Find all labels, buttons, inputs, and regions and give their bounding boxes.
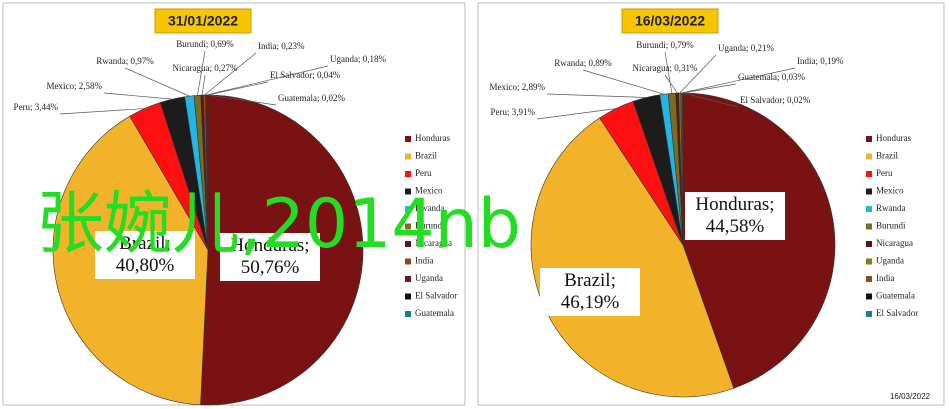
legend-label: India	[415, 256, 434, 266]
legend-swatch	[405, 276, 411, 282]
title-box	[154, 8, 252, 34]
legend-swatch	[866, 188, 872, 195]
chart-title: 31/01/2022	[168, 13, 238, 29]
legend-label: Mexico	[876, 186, 904, 196]
legend-label: Honduras	[415, 133, 450, 143]
leader-line	[207, 81, 269, 96]
legend-label: Brazil	[876, 151, 898, 161]
leader-line	[664, 74, 678, 94]
leader-line	[59, 108, 145, 115]
chart-title: 16/03/2022	[635, 13, 705, 29]
legend-label: Nicaragua	[415, 238, 452, 248]
leader-line	[201, 74, 206, 96]
data-label: Nicaragua; 0,27%	[173, 63, 238, 73]
legend-swatch	[866, 311, 872, 317]
legend-swatch	[405, 188, 411, 195]
legend-label: India	[876, 273, 895, 283]
leader-line	[536, 108, 616, 120]
legend-label: Rwanda	[876, 203, 906, 213]
leader-line	[681, 67, 796, 94]
legend-label: Honduras	[876, 133, 911, 143]
legend-label: Burundi	[415, 221, 445, 231]
leader-line	[207, 94, 277, 106]
data-label: Brazil; 46,19%	[540, 268, 640, 316]
panel-frame	[477, 2, 945, 406]
legend-label: Guatemala	[876, 291, 915, 301]
leader-line	[546, 93, 647, 98]
legend-swatch	[866, 136, 872, 142]
leader-line	[682, 83, 737, 94]
pie-slice	[682, 92, 836, 389]
title-box	[621, 8, 719, 34]
data-label: India; 0,23%	[258, 41, 305, 51]
legend-swatch	[405, 136, 411, 142]
legend-label: Guatemala	[415, 308, 454, 318]
legend-swatch	[866, 153, 872, 160]
data-label: Rwanda; 0,97%	[96, 56, 154, 66]
legend-label: El Salvador	[415, 291, 457, 301]
data-label: Mexico; 2,58%	[47, 81, 103, 91]
leader-line	[197, 50, 206, 96]
legend-label: Burundi	[876, 221, 906, 231]
legend-swatch	[405, 223, 411, 230]
legend-swatch	[405, 171, 411, 177]
legend-label: El Salvador	[876, 308, 918, 318]
legend-label: Brazil	[415, 151, 437, 161]
data-label: El Salvador; 0,02%	[740, 95, 811, 105]
leader-line	[682, 92, 739, 108]
legend-swatch	[866, 171, 872, 177]
data-label: Uganda; 0,21%	[718, 43, 774, 53]
legend-swatch	[405, 258, 411, 265]
data-label: Brazil; 40,80%	[95, 231, 195, 279]
leader-line	[679, 54, 717, 94]
legend-swatch	[866, 223, 872, 230]
panel-frame	[2, 2, 466, 406]
footer: 16/03/2022	[890, 392, 931, 401]
watermark: 张婉儿,2014nb	[36, 185, 521, 264]
legend-swatch	[866, 258, 872, 265]
data-label: India; 0,19%	[797, 56, 844, 66]
data-label: El Salvador; 0,04%	[270, 70, 341, 80]
data-label: Peru; 3,91%	[491, 107, 536, 117]
legend-swatch	[405, 241, 411, 247]
legend-swatch	[866, 206, 872, 212]
leader-line	[124, 67, 190, 97]
legend-label: Nicaragua	[876, 238, 913, 248]
leader-line	[204, 52, 257, 96]
leader-line	[103, 92, 173, 100]
legend-swatch	[405, 153, 411, 160]
legend-swatch	[866, 241, 872, 247]
leader-line	[206, 65, 329, 96]
legend-label: Uganda	[876, 256, 904, 266]
data-label: Uganda; 0,18%	[330, 54, 386, 64]
legend-label: Uganda	[415, 273, 443, 283]
legend-swatch	[866, 276, 872, 282]
data-label: Guatemala; 0,02%	[278, 93, 345, 103]
data-label: Peru; 3,44%	[14, 102, 59, 112]
legend-label: Peru	[415, 168, 432, 178]
data-label: Rwanda; 0,89%	[554, 58, 612, 68]
legend-swatch	[405, 311, 411, 317]
leader-line	[664, 51, 673, 94]
legend-swatch	[866, 293, 872, 300]
leader-line	[582, 69, 665, 95]
data-label: Honduras; 50,76%	[220, 233, 320, 281]
data-label: Nicaragua; 0,31%	[633, 63, 698, 73]
legend-label: Rwanda	[415, 203, 445, 213]
data-label: Burundi; 0,79%	[636, 40, 694, 50]
legend-swatch	[405, 206, 411, 212]
data-label: Honduras; 44,58%	[685, 192, 785, 240]
legend-swatch	[405, 293, 411, 300]
legend-label: Mexico	[415, 186, 443, 196]
data-label: Burundi; 0,69%	[176, 39, 234, 49]
legend-label: Peru	[876, 168, 893, 178]
data-label: Mexico; 2,89%	[490, 82, 546, 92]
data-label: Guatemala; 0,03%	[738, 72, 805, 82]
